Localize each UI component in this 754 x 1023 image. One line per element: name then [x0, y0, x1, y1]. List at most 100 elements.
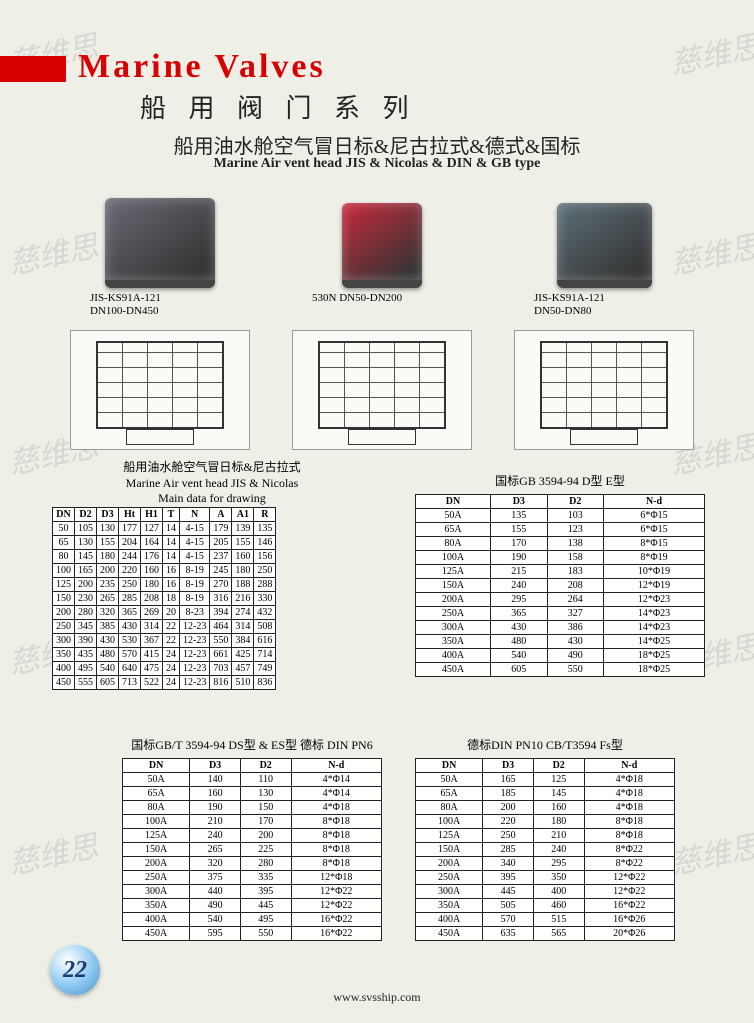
cell: 205 [210, 535, 232, 549]
cell: 160 [190, 786, 241, 800]
product-caption: JIS-KS91A-121DN50-DN80 [514, 292, 694, 318]
cell: 160 [141, 563, 163, 577]
cell: 400A [416, 912, 483, 926]
page-title-cn: 船 用 阀 门 系 列 [140, 88, 417, 125]
table-row: 200280320365269208-23394274432 [53, 605, 276, 619]
cell: 314 [232, 619, 254, 633]
cell: 125A [123, 828, 190, 842]
cell: 550 [240, 926, 291, 940]
table-row: 300A44540012*Φ22 [416, 884, 675, 898]
cell: 300A [416, 884, 483, 898]
cell: 605 [97, 675, 119, 689]
cell: 8-19 [180, 591, 210, 605]
table3: DND3D2N-d50A1401104*Φ1465A1601304*Φ1480A… [122, 758, 382, 941]
cell: 400 [533, 884, 584, 898]
cell: 210 [190, 814, 241, 828]
cell: 432 [254, 605, 276, 619]
cell: 457 [232, 661, 254, 675]
cell: 540 [190, 912, 241, 926]
cell: 550 [210, 633, 232, 647]
cell: 12-23 [180, 619, 210, 633]
col-header: D3 [483, 758, 534, 772]
cell: 20*Φ26 [584, 926, 674, 940]
table-row: 100A2201808*Φ18 [416, 814, 675, 828]
cell: 200 [240, 828, 291, 842]
cell: 314 [141, 619, 163, 633]
product-3: JIS-KS91A-121DN50-DN80 [514, 178, 694, 318]
table-row: 80145180244176144-15237160156 [53, 549, 276, 563]
cell: 130 [97, 521, 119, 535]
cell: 480 [97, 647, 119, 661]
cell: 460 [533, 898, 584, 912]
table-row: 150A2852408*Φ22 [416, 842, 675, 856]
cell: 180 [141, 577, 163, 591]
cell: 8-19 [180, 577, 210, 591]
cell: 508 [254, 619, 276, 633]
product-2: 530N DN50-DN200 [292, 178, 472, 318]
col-header: D3 [491, 494, 547, 508]
cell: 515 [533, 912, 584, 926]
col-header: D2 [240, 758, 291, 772]
cell: 80 [53, 549, 75, 563]
cell: 220 [483, 814, 534, 828]
cell: 8*Φ18 [584, 814, 674, 828]
cell: 103 [547, 508, 603, 522]
col-header: D2 [547, 494, 603, 508]
cell: 280 [240, 856, 291, 870]
cell: 208 [141, 591, 163, 605]
table1-heading-cn: 船用油水舱空气冒日标&尼古拉式 [123, 460, 300, 474]
cell: 140 [190, 772, 241, 786]
cell: 170 [240, 814, 291, 828]
table-row: 65A1601304*Φ14 [123, 786, 382, 800]
cell: 135 [491, 508, 547, 522]
table-row: 4505556057135222412-23816510836 [53, 675, 276, 689]
cell: 350A [416, 898, 483, 912]
table-row: 150A2652258*Φ18 [123, 842, 382, 856]
table-row: 150A24020812*Φ19 [416, 578, 705, 592]
cell: 130 [75, 535, 97, 549]
cell: 4*Φ14 [291, 772, 381, 786]
cell: 240 [533, 842, 584, 856]
cell: 12*Φ19 [604, 578, 705, 592]
cell: 445 [240, 898, 291, 912]
cell: 185 [483, 786, 534, 800]
cell: 179 [210, 521, 232, 535]
table-row: 450A59555016*Φ22 [123, 926, 382, 940]
cell: 394 [210, 605, 232, 619]
cell: 250 [119, 577, 141, 591]
cell: 340 [483, 856, 534, 870]
cell: 522 [141, 675, 163, 689]
cell: 158 [547, 550, 603, 564]
cell: 12*Φ18 [291, 870, 381, 884]
cell: 280 [75, 605, 97, 619]
table-row: 100165200220160168-19245180250 [53, 563, 276, 577]
cell: 16*Φ22 [291, 926, 381, 940]
table-row: 50A1651254*Φ18 [416, 772, 675, 786]
cell: 100A [416, 550, 491, 564]
cell: 661 [210, 647, 232, 661]
cell: 190 [190, 800, 241, 814]
cell: 350 [533, 870, 584, 884]
cell: 200 [53, 605, 75, 619]
cell: 12*Φ23 [604, 592, 705, 606]
cell: 150A [123, 842, 190, 856]
cell: 540 [97, 661, 119, 675]
page-number-badge: 22 [50, 945, 100, 995]
cell: 490 [547, 648, 603, 662]
cell: 295 [491, 592, 547, 606]
cell: 18*Φ25 [604, 662, 705, 676]
table-row: 65130155204164144-15205155146 [53, 535, 276, 549]
table2: DND3D2N-d50A1351036*Φ1565A1551236*Φ1580A… [415, 494, 705, 677]
cell: 170 [491, 536, 547, 550]
cell: 8*Φ22 [584, 842, 674, 856]
cell: 250 [483, 828, 534, 842]
product-photo [70, 178, 250, 288]
cell: 127 [141, 521, 163, 535]
cell: 12-23 [180, 661, 210, 675]
cell: 220 [119, 563, 141, 577]
table-row: 400A57051516*Φ26 [416, 912, 675, 926]
header-accent-bar [0, 56, 66, 82]
cell: 6*Φ15 [604, 508, 705, 522]
col-header: DN [53, 507, 75, 521]
drawings-row [70, 330, 694, 450]
